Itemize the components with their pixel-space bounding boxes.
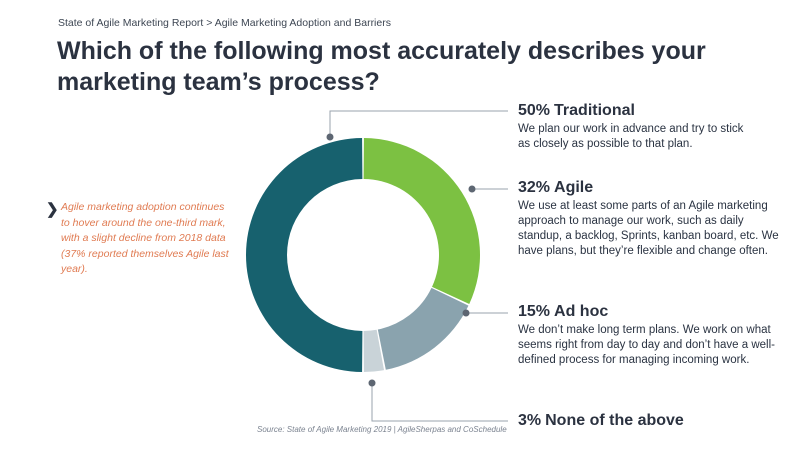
legend-agile: 32% Agile We use at least some parts of a… xyxy=(518,178,788,259)
legend-none: 3% None of the above xyxy=(518,411,788,431)
legend-none-label: None of the above xyxy=(545,412,684,429)
legend-agile-pct: 32% xyxy=(518,179,551,196)
leader-line-none xyxy=(371,383,508,422)
leader-line-traditional xyxy=(329,110,508,137)
donut-slice-agile xyxy=(363,138,480,304)
legend-none-pct: 3% xyxy=(518,412,542,429)
legend-adhoc-description: We don’t make long term plans. We work o… xyxy=(518,324,775,366)
donut-slice-none xyxy=(363,329,385,372)
legend-adhoc-pct: 15% xyxy=(518,303,551,320)
source-note: Source: State of Agile Marketing 2019 | … xyxy=(257,425,507,434)
legend-agile-description: We use at least some parts of an Agile m… xyxy=(518,200,779,257)
side-note-text: Agile marketing adoption continues to ho… xyxy=(61,201,229,275)
donut-slice-adhoc xyxy=(377,287,469,370)
chevron-right-icon: ❯ xyxy=(46,201,59,218)
leader-dot-none xyxy=(368,379,376,387)
legend-traditional-pct: 50% xyxy=(518,102,551,119)
legend-adhoc: 15% Ad hoc We don’t make long term plans.… xyxy=(518,302,788,368)
leader-dot-traditional xyxy=(326,133,334,141)
legend-traditional-label: Traditional xyxy=(554,102,635,119)
leader-dot-adhoc xyxy=(462,309,470,317)
legend-agile-label: Agile xyxy=(554,179,594,196)
legend-agile-heading: 32% Agile xyxy=(518,178,788,198)
legend-adhoc-label: Ad hoc xyxy=(554,303,609,320)
leader-dot-agile xyxy=(468,185,476,193)
legend-traditional: 50% Traditional We plan our work in advan… xyxy=(518,101,788,152)
legend-traditional-heading: 50% Traditional xyxy=(518,101,788,121)
legend-traditional-description: We plan our work in advance and try to s… xyxy=(518,123,744,150)
breadcrumb: State of Agile Marketing Report > Agile … xyxy=(58,17,391,29)
legend-adhoc-heading: 15% Ad hoc xyxy=(518,302,788,322)
legend-none-heading: 3% None of the above xyxy=(518,411,788,431)
page-title: Which of the following most accurately d… xyxy=(57,37,706,96)
donut-slice-traditional xyxy=(245,138,363,372)
